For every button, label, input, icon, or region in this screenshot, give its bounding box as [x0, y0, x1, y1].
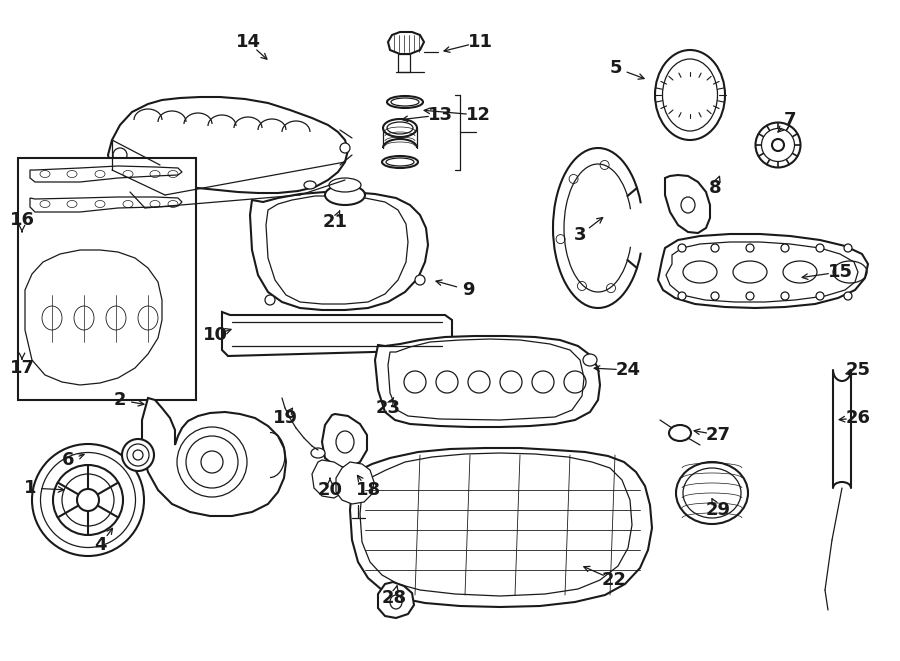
Text: 12: 12 [465, 106, 491, 124]
Text: 14: 14 [236, 33, 260, 51]
Ellipse shape [382, 156, 418, 168]
Bar [398, 54, 410, 72]
Text: 2: 2 [113, 391, 126, 409]
Ellipse shape [678, 244, 686, 252]
Polygon shape [658, 234, 868, 308]
Ellipse shape [772, 139, 784, 151]
Ellipse shape [383, 119, 417, 137]
Polygon shape [350, 448, 652, 607]
Text: 9: 9 [462, 281, 474, 299]
Ellipse shape [122, 439, 154, 471]
Polygon shape [388, 32, 424, 54]
Bar [18, 158, 196, 400]
Ellipse shape [844, 244, 852, 252]
Text: 22: 22 [601, 571, 626, 589]
Ellipse shape [415, 275, 425, 285]
Text: 4: 4 [94, 536, 106, 554]
Polygon shape [222, 312, 452, 356]
Ellipse shape [304, 181, 316, 189]
Text: 16: 16 [10, 211, 34, 229]
Polygon shape [665, 175, 710, 233]
Text: 20: 20 [318, 481, 343, 499]
Text: 27: 27 [706, 426, 731, 444]
Text: 19: 19 [273, 409, 298, 427]
Polygon shape [312, 460, 348, 498]
Text: 26: 26 [845, 409, 870, 427]
Ellipse shape [311, 448, 325, 458]
Text: 5: 5 [610, 59, 622, 77]
Text: 3: 3 [574, 226, 586, 244]
Polygon shape [30, 197, 182, 212]
Ellipse shape [77, 489, 99, 511]
Text: 11: 11 [467, 33, 492, 51]
Text: 21: 21 [322, 213, 347, 231]
Ellipse shape [387, 96, 423, 108]
Polygon shape [336, 462, 374, 504]
Text: 28: 28 [382, 589, 407, 607]
Ellipse shape [669, 425, 691, 441]
Ellipse shape [755, 122, 800, 167]
Polygon shape [378, 582, 414, 618]
Polygon shape [322, 414, 367, 468]
Ellipse shape [113, 148, 127, 162]
Ellipse shape [678, 292, 686, 300]
Ellipse shape [655, 50, 725, 140]
Text: 17: 17 [10, 359, 34, 377]
Ellipse shape [676, 462, 748, 524]
Text: 1: 1 [23, 479, 36, 497]
Polygon shape [142, 398, 286, 516]
Text: 25: 25 [845, 361, 870, 379]
Ellipse shape [746, 244, 754, 252]
Text: 15: 15 [827, 263, 852, 281]
Ellipse shape [781, 244, 789, 252]
Ellipse shape [844, 292, 852, 300]
Text: 23: 23 [375, 399, 401, 417]
Text: 13: 13 [428, 106, 453, 124]
Polygon shape [30, 166, 182, 182]
Ellipse shape [711, 244, 719, 252]
Text: 29: 29 [706, 501, 731, 519]
Ellipse shape [583, 354, 597, 366]
Polygon shape [108, 97, 348, 196]
Ellipse shape [711, 292, 719, 300]
Ellipse shape [32, 444, 144, 556]
Polygon shape [250, 192, 428, 310]
Ellipse shape [816, 244, 824, 252]
Polygon shape [25, 250, 162, 385]
Ellipse shape [325, 185, 365, 205]
Ellipse shape [186, 436, 238, 488]
Ellipse shape [340, 143, 350, 153]
Ellipse shape [329, 178, 361, 192]
Ellipse shape [201, 451, 223, 473]
Text: 7: 7 [784, 111, 796, 129]
Text: 24: 24 [616, 361, 641, 379]
Ellipse shape [177, 427, 247, 497]
Text: 10: 10 [202, 326, 228, 344]
Ellipse shape [746, 292, 754, 300]
Ellipse shape [781, 292, 789, 300]
Text: 18: 18 [356, 481, 381, 499]
Polygon shape [375, 336, 600, 427]
Ellipse shape [816, 292, 824, 300]
Ellipse shape [265, 295, 275, 305]
Text: 6: 6 [62, 451, 74, 469]
Text: 8: 8 [708, 179, 721, 197]
